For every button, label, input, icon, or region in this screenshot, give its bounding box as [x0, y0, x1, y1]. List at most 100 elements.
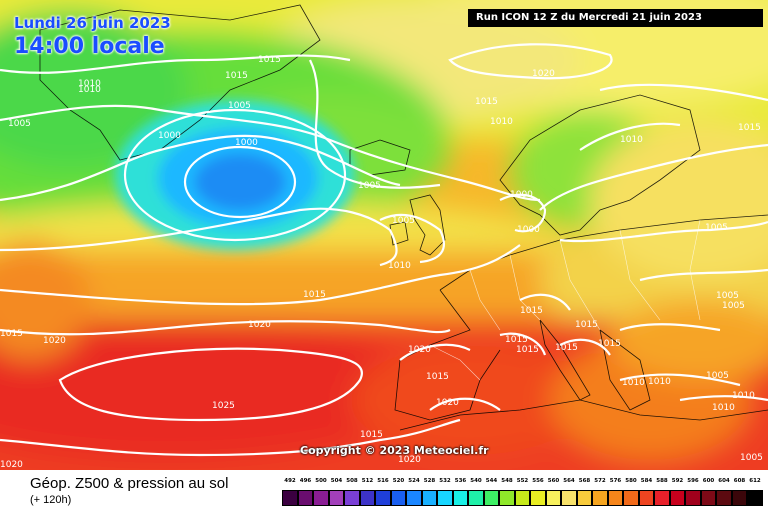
- forecast-date: Lundi 26 juin 2023: [14, 14, 171, 32]
- isobar-label: 1015: [0, 329, 23, 339]
- scale-swatch: [406, 490, 422, 506]
- isobar-label: 1020: [532, 69, 555, 79]
- scale-swatch: [328, 490, 344, 506]
- scale-tick-label: 568: [578, 478, 591, 484]
- isobar-label: 1020: [408, 345, 431, 355]
- scale-swatch: [359, 490, 375, 506]
- scale-swatch: [747, 490, 763, 506]
- isobar-label: 1015: [516, 345, 539, 355]
- isobar-label: 1015: [258, 55, 281, 65]
- scale-tick-label: 516: [377, 478, 389, 484]
- isobar-label: 1015: [598, 339, 621, 349]
- scale-tick-label: 560: [547, 478, 560, 484]
- scale-swatch: [514, 490, 530, 506]
- weather-map: 1005 1010 1010 1015 1015 1005 1000 1000 …: [0, 0, 768, 470]
- run-info-banner: Run ICON 12 Z du Mercredi 21 juin 2023: [468, 9, 763, 27]
- scale-swatch: [576, 490, 592, 506]
- isobar-label: 1015: [225, 71, 248, 81]
- isobar-label: 1020: [398, 455, 421, 465]
- copyright-text: Copyright © 2023 Meteociel.fr: [300, 444, 489, 457]
- isobar-label: 1010: [78, 79, 101, 89]
- scale-tick-label: 492: [284, 478, 296, 484]
- isobar-label: 1005: [8, 119, 31, 129]
- isobar-label: 1010: [732, 391, 755, 401]
- legend-subtitle: (+ 120h): [30, 494, 72, 506]
- scale-tick-label: 540: [470, 478, 482, 484]
- isobar-label: 1005: [722, 301, 745, 311]
- scale-swatch: [313, 490, 329, 506]
- scale-swatch: [592, 490, 608, 506]
- scale-tick-label: 524: [408, 478, 420, 484]
- isobars: [0, 43, 768, 457]
- scale-tick-label: 608: [733, 478, 746, 484]
- isobar-label: 1020: [0, 460, 23, 470]
- scale-swatch: [623, 490, 639, 506]
- scale-swatch: [731, 490, 747, 506]
- isobar-label: 1015: [360, 430, 383, 440]
- scale-swatch: [561, 490, 577, 506]
- map-canvas: 1005 1010 1010 1015 1015 1005 1000 1000 …: [0, 0, 768, 470]
- scale-tick-label: 576: [609, 478, 622, 484]
- isobar-label: 1000: [510, 190, 533, 200]
- scale-tick-label: 584: [640, 478, 653, 484]
- forecast-time: 14:00 locale: [14, 34, 165, 59]
- isobar-label: 1020: [248, 320, 271, 330]
- scale-swatch: [421, 490, 437, 506]
- scale-swatch: [483, 490, 499, 506]
- scale-tick-label: 548: [501, 478, 513, 484]
- scale-tick-label: 564: [563, 478, 575, 484]
- scale-swatch: [654, 490, 670, 506]
- isobar-label: 1005: [716, 291, 739, 301]
- scale-tick-label: 512: [361, 478, 374, 484]
- scale-swatch: [344, 490, 360, 506]
- isobar-label: 1025: [212, 401, 235, 411]
- scale-tick-label: 600: [702, 478, 715, 484]
- isobar-label: 1005: [228, 101, 251, 111]
- scale-tick-label: 596: [687, 478, 699, 484]
- isobar-label: 1005: [392, 216, 415, 226]
- isobar-label: 1010: [712, 403, 735, 413]
- isobar-label: 1015: [303, 290, 326, 300]
- scale-tick-label: 536: [454, 478, 467, 484]
- isobar-label: 1000: [235, 138, 258, 148]
- scale-swatch: [452, 490, 468, 506]
- scale-tick-label: 544: [485, 478, 498, 484]
- scale-tick-label: 572: [594, 478, 606, 484]
- scale-swatch: [437, 490, 453, 506]
- scale-tick-label: 496: [299, 478, 312, 484]
- scale-swatch: [700, 490, 716, 506]
- scale-swatch: [390, 490, 406, 506]
- scale-tick-label: 552: [516, 478, 529, 484]
- color-scale: 492 496 500 504 508 512 516 520 524 528 532 536 540 5…: [282, 478, 763, 510]
- isobar-label: 1015: [738, 123, 761, 133]
- scale-swatch: [499, 490, 515, 506]
- scale-swatch: [685, 490, 701, 506]
- scale-swatch: [638, 490, 654, 506]
- isobar-label: 1005: [705, 223, 728, 233]
- isobar-label: 1015: [475, 97, 498, 107]
- isobar-label: 1000: [517, 225, 540, 235]
- isobar-label: 1020: [43, 336, 66, 346]
- scale-swatch: [468, 490, 484, 506]
- isobar-label: 1010: [620, 135, 643, 145]
- isobar-label: 1015: [505, 335, 528, 345]
- isobar-label: 1000: [158, 131, 181, 141]
- scale-tick-label: 520: [392, 478, 405, 484]
- scale-swatch: [297, 490, 313, 506]
- isobar-label: 1015: [575, 320, 598, 330]
- scale-tick-label: 532: [439, 478, 451, 484]
- isobar-label: 1010: [388, 261, 411, 271]
- scale-swatch: [607, 490, 623, 506]
- scale-swatch: [716, 490, 732, 506]
- scale-tick-label: 612: [749, 478, 761, 484]
- scale-swatch: [282, 490, 298, 506]
- scale-tick-label: 604: [718, 478, 730, 484]
- isobar-label: 1010: [622, 378, 645, 388]
- scale-swatch: [545, 490, 561, 506]
- isobar-label: 1010: [490, 117, 513, 127]
- isobar-label: 1015: [520, 306, 543, 316]
- isobar-label: 1005: [706, 371, 729, 381]
- scale-tick-label: 580: [625, 478, 637, 484]
- scale-swatch: [669, 490, 685, 506]
- scale-tick-label: 504: [330, 478, 343, 484]
